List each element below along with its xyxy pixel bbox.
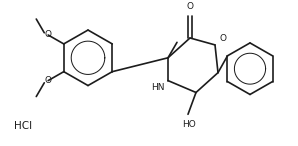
Text: O: O [187,2,193,11]
Text: HCl: HCl [14,121,32,131]
Text: HO: HO [182,120,196,129]
Text: O: O [219,34,226,44]
Text: O: O [45,76,52,85]
Text: HN: HN [151,83,165,92]
Text: O: O [45,31,52,40]
